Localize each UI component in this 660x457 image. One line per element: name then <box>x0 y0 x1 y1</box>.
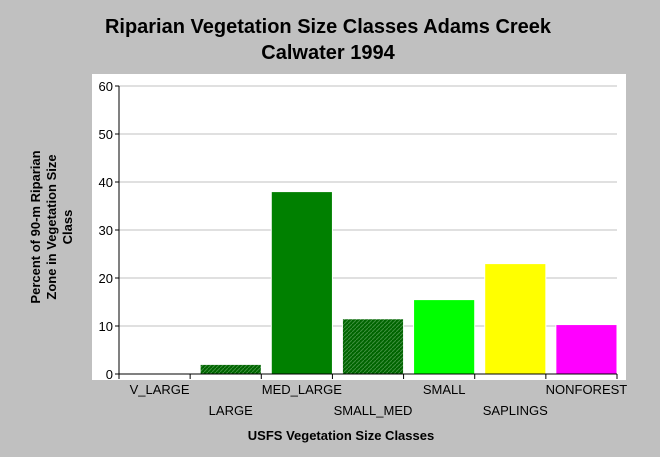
gridlines <box>119 85 617 327</box>
y-tick-label: 40 <box>99 175 113 190</box>
axes <box>115 85 618 379</box>
bars <box>199 191 618 375</box>
y-axis-title: Percent of 90-m Riparian Zone in Vegetat… <box>28 150 75 303</box>
x-tick-label: MED_LARGE <box>262 382 343 397</box>
x-tick-label: LARGE <box>209 403 253 418</box>
y-tick-labels: 0 10 20 30 40 50 60 <box>99 79 113 382</box>
chart-title-line-2: Calwater 1994 <box>261 42 395 64</box>
y-tick-label: 60 <box>99 79 113 94</box>
x-tick-label: SMALL_MED <box>334 403 413 418</box>
chart-title-line-1: Riparian Vegetation Size Classes Adams C… <box>105 16 552 38</box>
x-axis-title: USFS Vegetation Size Classes <box>248 428 434 443</box>
bar-small-med <box>341 318 405 375</box>
y-axis-title-line-3: Class <box>60 210 75 245</box>
y-tick-label: 0 <box>106 367 113 382</box>
x-tick-labels: V_LARGE LARGE MED_LARGE SMALL_MED SMALL SAPLI… <box>130 382 628 418</box>
x-tick-label: V_LARGE <box>130 382 190 397</box>
x-tick-label: NONFOREST <box>546 382 628 397</box>
y-axis-title-line-2: Zone in Vegetation Size <box>44 154 59 299</box>
bar-nonforest <box>555 324 618 375</box>
x-tick-label: SMALL <box>423 382 466 397</box>
bar-med-large <box>270 191 333 375</box>
bar-saplings <box>484 263 547 375</box>
y-tick-label: 30 <box>99 223 113 238</box>
bar-small <box>413 299 476 375</box>
y-tick-label: 10 <box>99 319 113 334</box>
y-tick-label: 20 <box>99 271 113 286</box>
bar-large <box>199 363 262 375</box>
x-tick-label: SAPLINGS <box>483 403 548 418</box>
y-tick-label: 50 <box>99 127 113 142</box>
y-axis-title-line-1: Percent of 90-m Riparian <box>28 150 43 303</box>
